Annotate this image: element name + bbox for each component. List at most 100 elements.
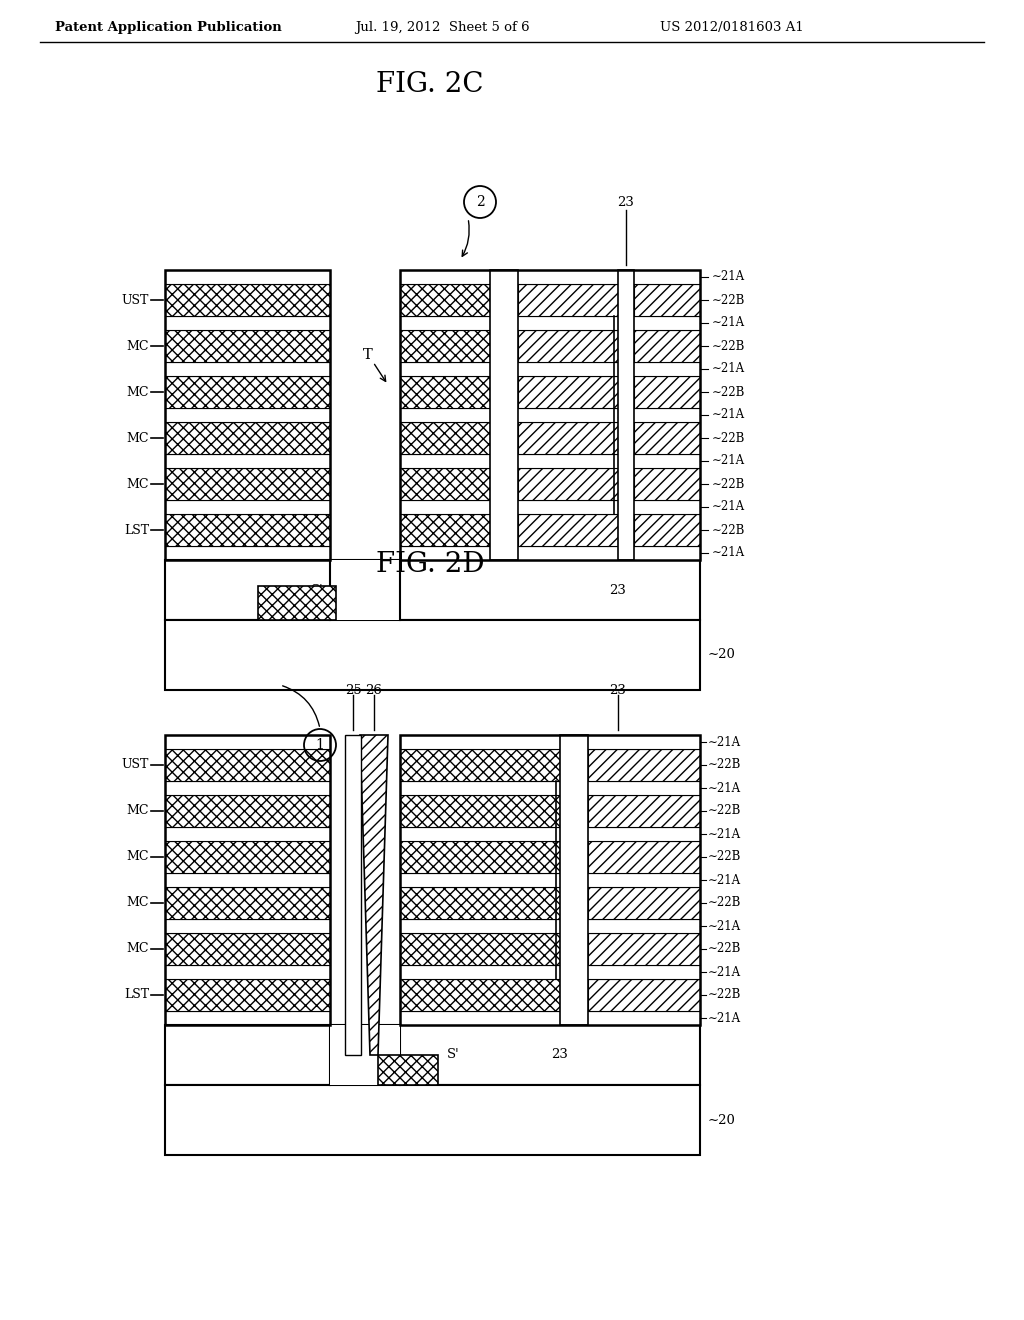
Text: 26: 26: [366, 684, 382, 697]
Bar: [400, 841, 560, 873]
Text: CH: CH: [495, 290, 513, 301]
Bar: [588, 841, 700, 873]
Bar: [165, 422, 330, 454]
Text: ∼22B: ∼22B: [708, 804, 741, 817]
Text: ∼21A: ∼21A: [712, 363, 745, 375]
Text: FIG. 2C: FIG. 2C: [376, 71, 483, 99]
Text: 24: 24: [616, 408, 632, 421]
Text: ∼20: ∼20: [708, 1114, 736, 1126]
Bar: [400, 781, 700, 795]
Bar: [588, 979, 700, 1011]
Bar: [618, 469, 634, 500]
Bar: [165, 795, 330, 828]
Text: ∼21A: ∼21A: [708, 874, 741, 887]
Bar: [165, 284, 330, 315]
Bar: [165, 828, 330, 841]
Bar: [560, 735, 588, 1026]
Bar: [400, 979, 560, 1011]
Bar: [490, 513, 518, 546]
Bar: [165, 748, 330, 781]
Bar: [165, 422, 330, 454]
Bar: [165, 376, 330, 408]
Bar: [618, 422, 634, 454]
Text: ∼21A: ∼21A: [708, 1011, 741, 1024]
Bar: [400, 454, 700, 469]
Text: 23: 23: [609, 684, 627, 697]
Bar: [165, 271, 330, 284]
Bar: [518, 376, 618, 408]
Bar: [165, 362, 330, 376]
Text: S': S': [446, 1048, 460, 1061]
Text: ∼21A: ∼21A: [708, 735, 741, 748]
Text: 24: 24: [558, 874, 573, 887]
Text: ∼21A: ∼21A: [708, 965, 741, 978]
Bar: [400, 919, 700, 933]
Bar: [165, 513, 330, 546]
Bar: [634, 330, 700, 362]
Bar: [588, 933, 700, 965]
Bar: [400, 887, 560, 919]
Text: CH: CH: [495, 407, 513, 416]
Bar: [400, 284, 490, 315]
Text: ∼22B: ∼22B: [708, 896, 741, 909]
Bar: [400, 408, 700, 422]
Bar: [400, 422, 490, 454]
Bar: [634, 376, 700, 408]
Bar: [588, 795, 700, 828]
Bar: [560, 748, 588, 781]
Text: ∼20: ∼20: [708, 648, 736, 661]
Bar: [400, 979, 560, 1011]
Bar: [330, 1026, 400, 1085]
Text: 23: 23: [609, 583, 627, 597]
Bar: [634, 422, 700, 454]
Bar: [400, 795, 560, 828]
Bar: [400, 748, 560, 781]
Text: MC: MC: [127, 478, 150, 491]
Bar: [400, 469, 490, 500]
Bar: [165, 735, 330, 1026]
Text: MC: MC: [127, 432, 150, 445]
Bar: [165, 933, 330, 965]
Bar: [400, 422, 490, 454]
Bar: [165, 1085, 700, 1155]
Bar: [400, 330, 490, 362]
Text: ∼22B: ∼22B: [708, 759, 741, 771]
Text: T: T: [364, 348, 373, 362]
Bar: [490, 422, 518, 454]
Bar: [165, 620, 700, 690]
Text: ∼21A: ∼21A: [712, 500, 745, 513]
Bar: [518, 284, 618, 315]
Bar: [165, 408, 330, 422]
Text: MC: MC: [127, 339, 150, 352]
Text: ∼21A: ∼21A: [708, 828, 741, 841]
Bar: [165, 1011, 330, 1026]
Text: CH: CH: [565, 871, 583, 880]
Bar: [165, 841, 330, 873]
Bar: [400, 795, 560, 828]
Text: ∼22B: ∼22B: [712, 339, 745, 352]
Bar: [400, 933, 560, 965]
Text: UST: UST: [122, 293, 150, 306]
Bar: [165, 795, 330, 828]
Bar: [165, 546, 330, 560]
Bar: [618, 513, 634, 546]
Bar: [400, 271, 700, 284]
Text: ∼22B: ∼22B: [712, 385, 745, 399]
Text: 2: 2: [475, 195, 484, 209]
Text: UST: UST: [122, 759, 150, 771]
Bar: [400, 965, 700, 979]
Text: ∼21A: ∼21A: [708, 920, 741, 932]
Bar: [165, 781, 330, 795]
Bar: [345, 735, 361, 1055]
Bar: [490, 271, 518, 560]
Bar: [165, 965, 330, 979]
Bar: [165, 330, 330, 362]
Bar: [165, 560, 700, 620]
Bar: [165, 500, 330, 513]
Bar: [330, 560, 400, 620]
Text: MC: MC: [127, 385, 150, 399]
Text: ∼22B: ∼22B: [712, 524, 745, 536]
Bar: [400, 500, 700, 513]
Text: ∼21A: ∼21A: [712, 271, 745, 284]
Bar: [490, 376, 518, 408]
